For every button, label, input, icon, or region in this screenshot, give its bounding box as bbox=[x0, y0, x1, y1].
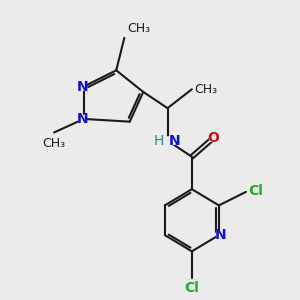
Text: H: H bbox=[154, 134, 164, 148]
Text: N: N bbox=[76, 112, 88, 126]
FancyBboxPatch shape bbox=[216, 231, 225, 239]
FancyBboxPatch shape bbox=[78, 115, 87, 123]
Text: N: N bbox=[76, 80, 88, 94]
FancyBboxPatch shape bbox=[78, 82, 87, 91]
FancyBboxPatch shape bbox=[160, 136, 176, 145]
Text: N: N bbox=[214, 228, 226, 242]
Text: Cl: Cl bbox=[249, 184, 263, 197]
Text: CH₃: CH₃ bbox=[127, 22, 150, 35]
Text: N: N bbox=[169, 134, 181, 148]
Text: CH₃: CH₃ bbox=[195, 83, 218, 96]
FancyBboxPatch shape bbox=[209, 134, 218, 142]
Text: O: O bbox=[208, 131, 219, 145]
Text: CH₃: CH₃ bbox=[43, 136, 66, 149]
Text: Cl: Cl bbox=[184, 281, 199, 295]
